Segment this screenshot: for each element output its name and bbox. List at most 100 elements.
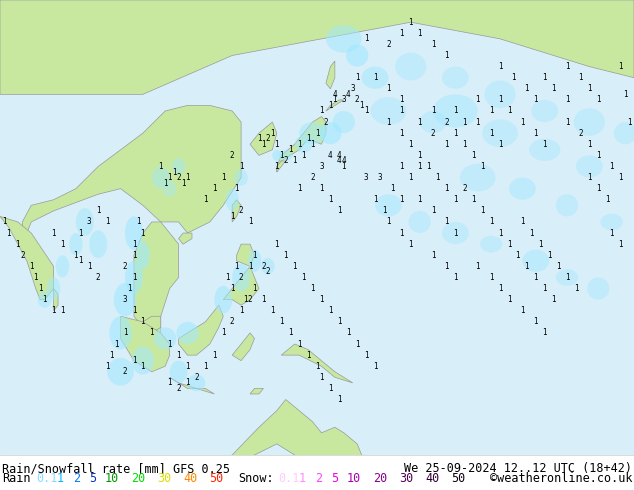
Ellipse shape: [188, 374, 205, 391]
Text: 1: 1: [297, 340, 301, 348]
Text: 1: 1: [480, 206, 484, 215]
Text: 1: 1: [212, 184, 217, 193]
Ellipse shape: [484, 80, 515, 108]
Text: 1: 1: [337, 206, 342, 215]
Ellipse shape: [442, 67, 469, 89]
Text: 1: 1: [565, 96, 569, 104]
Ellipse shape: [226, 189, 239, 211]
Text: 1: 1: [596, 151, 600, 160]
Text: 1: 1: [359, 101, 364, 110]
Ellipse shape: [125, 217, 143, 250]
Text: 1: 1: [105, 362, 110, 371]
Text: 1: 1: [399, 29, 404, 38]
Text: 1: 1: [342, 162, 346, 171]
Text: 1: 1: [310, 284, 315, 293]
Text: 1: 1: [167, 173, 172, 182]
Text: 1: 1: [212, 351, 217, 360]
Ellipse shape: [614, 122, 634, 144]
Text: 1: 1: [408, 240, 413, 248]
Text: 1: 1: [498, 228, 502, 238]
Text: 1: 1: [543, 284, 547, 293]
Text: 1: 1: [556, 262, 560, 271]
Ellipse shape: [132, 347, 154, 374]
Text: 1: 1: [158, 162, 163, 171]
Text: 1: 1: [136, 218, 141, 226]
Text: 1: 1: [623, 90, 628, 99]
Bar: [0, 455, 634, 490]
Text: 1: 1: [181, 179, 185, 188]
Text: 1: 1: [123, 328, 127, 338]
Text: 1: 1: [60, 240, 65, 248]
Ellipse shape: [56, 255, 69, 277]
Polygon shape: [179, 233, 192, 244]
Text: 1: 1: [328, 306, 333, 315]
Text: 1: 1: [520, 306, 525, 315]
Text: 1: 1: [417, 195, 422, 204]
Text: 1: 1: [176, 351, 181, 360]
Text: 3: 3: [319, 162, 324, 171]
Text: 1: 1: [399, 96, 404, 104]
Text: 1: 1: [476, 262, 480, 271]
Text: 2: 2: [315, 471, 322, 485]
Text: 1: 1: [301, 151, 306, 160]
Polygon shape: [120, 316, 170, 372]
Text: 1: 1: [283, 251, 288, 260]
Text: 2: 2: [96, 273, 101, 282]
Text: 1: 1: [430, 40, 436, 49]
Polygon shape: [232, 200, 241, 222]
Text: 1: 1: [243, 295, 248, 304]
Text: 1: 1: [252, 251, 257, 260]
Ellipse shape: [320, 122, 342, 144]
Text: 1: 1: [306, 351, 311, 360]
Text: 1: 1: [226, 273, 230, 282]
Text: 1: 1: [364, 351, 368, 360]
Text: 1: 1: [489, 106, 493, 116]
Ellipse shape: [482, 119, 518, 147]
Text: 50: 50: [209, 471, 223, 485]
Text: 1: 1: [34, 273, 38, 282]
Text: 1: 1: [185, 378, 190, 388]
Text: 1: 1: [163, 179, 167, 188]
Text: 1: 1: [408, 173, 413, 182]
Text: 0.1: 0.1: [36, 471, 57, 485]
Polygon shape: [0, 217, 54, 299]
Text: 1: 1: [578, 73, 583, 82]
Text: 4: 4: [337, 156, 342, 166]
Text: 1: 1: [141, 318, 145, 326]
Text: 1: 1: [141, 228, 145, 238]
Text: 1: 1: [430, 206, 436, 215]
Text: 1: 1: [430, 251, 436, 260]
Ellipse shape: [110, 316, 132, 349]
Text: Rain: Rain: [2, 471, 30, 485]
Text: 1: 1: [533, 129, 538, 138]
Text: 1: 1: [524, 262, 529, 271]
Polygon shape: [250, 122, 277, 155]
Ellipse shape: [261, 258, 275, 275]
Text: 1: 1: [507, 240, 511, 248]
Text: 1: 1: [252, 284, 257, 293]
Polygon shape: [0, 0, 634, 95]
Ellipse shape: [89, 230, 107, 258]
Text: 5: 5: [331, 471, 338, 485]
Text: 4: 4: [333, 90, 337, 99]
Text: 1: 1: [132, 356, 136, 365]
Text: 1: 1: [275, 162, 279, 171]
Text: 1: 1: [543, 140, 547, 149]
Text: 1: 1: [498, 96, 502, 104]
Text: 1: 1: [78, 228, 82, 238]
Text: 2: 2: [248, 295, 252, 304]
Text: We 25-09-2024 12..12 UTC (18+42): We 25-09-2024 12..12 UTC (18+42): [404, 462, 632, 475]
Text: 1: 1: [221, 328, 226, 338]
Polygon shape: [277, 117, 326, 172]
Text: 2: 2: [123, 368, 127, 376]
Text: 3: 3: [123, 295, 127, 304]
Ellipse shape: [76, 208, 94, 236]
Text: 1: 1: [605, 195, 609, 204]
Text: 1: 1: [382, 206, 386, 215]
Text: 1: 1: [292, 262, 297, 271]
Text: 20: 20: [373, 471, 387, 485]
Text: 1: 1: [453, 273, 458, 282]
Polygon shape: [223, 267, 259, 305]
Text: 1: 1: [417, 29, 422, 38]
Text: 1: 1: [408, 18, 413, 26]
